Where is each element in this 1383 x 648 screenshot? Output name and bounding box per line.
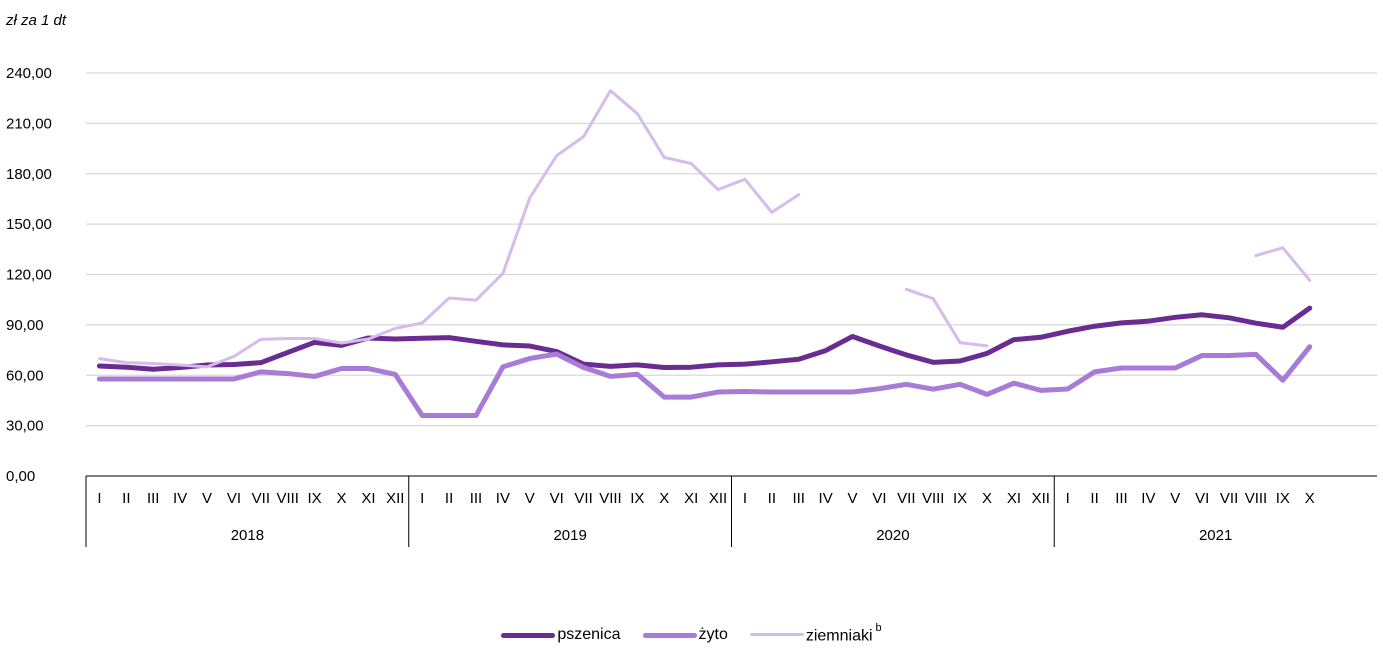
x-tick-label: V xyxy=(202,490,212,507)
x-tick-label: I xyxy=(743,490,747,507)
x-tick-label: VIII xyxy=(922,490,945,507)
series-lines xyxy=(96,89,1313,419)
x-tick-label: XII xyxy=(386,490,404,507)
x-tick-label: I xyxy=(97,490,101,507)
legend-swatch xyxy=(501,632,556,638)
x-tick-label: VI xyxy=(227,490,241,507)
x-tick-label: VI xyxy=(1195,490,1209,507)
x-tick-label: IV xyxy=(819,490,833,507)
y-axis-unit-label: zł za 1 dt xyxy=(6,12,67,29)
x-tick-label: X xyxy=(982,490,992,507)
y-tick-label: 180,00 xyxy=(6,166,52,183)
x-tick-label: VIII xyxy=(276,490,299,507)
legend-footnote-marker: b xyxy=(875,621,882,634)
legend-swatch xyxy=(642,632,697,638)
x-tick-label: X xyxy=(1305,490,1315,507)
x-tick-label: VII xyxy=(574,490,592,507)
x-tick-label: VII xyxy=(1220,490,1238,507)
x-tick-label: VIII xyxy=(1245,490,1268,507)
y-tick-label: 30,00 xyxy=(6,418,44,435)
x-tick-label: XII xyxy=(1032,490,1050,507)
x-axis: I II III IV V VI VII VIII IX X XI XII I II III IV V VI VII… xyxy=(85,475,1377,547)
x-tick-label: II xyxy=(122,490,130,507)
x-tick-label: VII xyxy=(897,490,915,507)
y-tick-label: 90,00 xyxy=(6,317,44,334)
y-tick-label: 210,00 xyxy=(6,115,52,132)
x-tick-label: III xyxy=(147,490,160,507)
line-chart: 0,00 30,00 60,00 90,00 120,00 150,00 180,00 210… xyxy=(6,65,1377,547)
x-tick-label: IV xyxy=(173,490,187,507)
x-tick-label: IV xyxy=(496,490,510,507)
x-tick-label: X xyxy=(659,490,669,507)
x-tick-label: VI xyxy=(550,490,564,507)
x-year-label: 2018 xyxy=(231,527,264,544)
x-tick-label: II xyxy=(445,490,453,507)
x-year-label: 2020 xyxy=(876,527,909,544)
legend-item: ziemniaki b xyxy=(749,621,882,645)
series-line-żyto xyxy=(96,344,1313,419)
x-tick-label: III xyxy=(470,490,483,507)
x-tick-label: III xyxy=(792,490,805,507)
y-tick-label: 240,00 xyxy=(6,65,52,82)
x-tick-label: II xyxy=(1090,490,1098,507)
gridlines xyxy=(86,72,1377,427)
x-tick-label: XI xyxy=(361,490,375,507)
x-tick-label: I xyxy=(420,490,424,507)
x-tick-label: XI xyxy=(684,490,698,507)
x-tick-label: XII xyxy=(709,490,727,507)
x-tick-label: X xyxy=(337,490,347,507)
legend-swatch xyxy=(749,633,804,637)
x-tick-label: IV xyxy=(1141,490,1155,507)
y-tick-label: 120,00 xyxy=(6,267,52,284)
x-tick-label: IX xyxy=(630,490,644,507)
x-tick-label: III xyxy=(1115,490,1128,507)
x-year-label: 2021 xyxy=(1199,527,1232,544)
y-axis: 0,00 30,00 60,00 90,00 120,00 150,00 180,00 210… xyxy=(6,65,52,485)
legend-item: pszenica xyxy=(501,626,621,644)
x-tick-label: VII xyxy=(252,490,270,507)
x-tick-label: V xyxy=(1170,490,1180,507)
x-tick-label: XI xyxy=(1007,490,1021,507)
series-line-ziemniaki xyxy=(97,89,1312,369)
x-tick-label: IX xyxy=(308,490,322,507)
series-line-pszenica xyxy=(96,305,1313,372)
x-tick-label: I xyxy=(1066,490,1070,507)
legend-label: ziemniaki b xyxy=(805,621,882,645)
x-tick-label: V xyxy=(525,490,535,507)
y-tick-label: 150,00 xyxy=(6,216,52,233)
x-tick-label: V xyxy=(848,490,858,507)
x-tick-label: IX xyxy=(953,490,967,507)
x-tick-label: VI xyxy=(872,490,886,507)
y-tick-label: 60,00 xyxy=(6,367,44,384)
legend-item: żyto xyxy=(642,626,728,644)
x-tick-label: II xyxy=(768,490,776,507)
legend-label: żyto xyxy=(698,626,728,643)
y-tick-label: 0,00 xyxy=(6,468,35,485)
legend: pszenica żyto ziemniaki b xyxy=(0,621,1383,646)
x-tick-label: VIII xyxy=(599,490,622,507)
x-year-label: 2019 xyxy=(553,527,586,544)
legend-label: pszenica xyxy=(557,626,621,643)
x-tick-label: IX xyxy=(1276,490,1290,507)
